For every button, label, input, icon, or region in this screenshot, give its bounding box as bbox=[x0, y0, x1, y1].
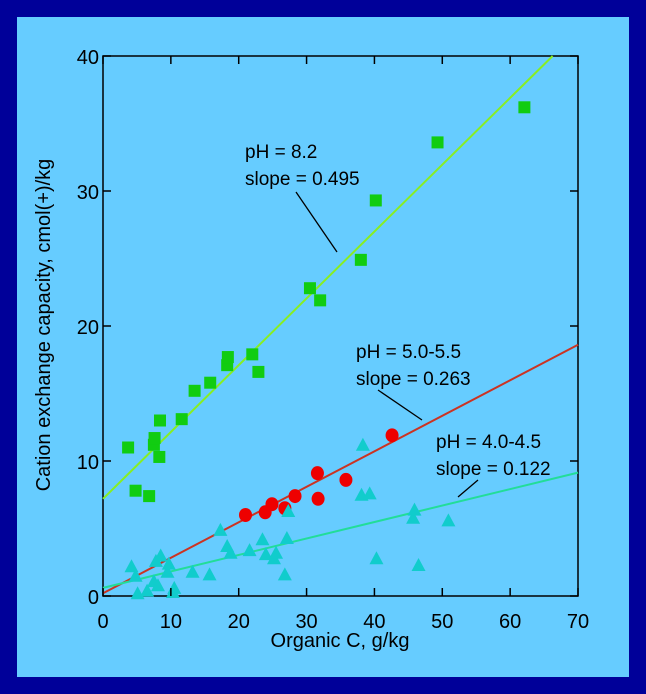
data-point-triangle bbox=[441, 513, 456, 527]
y-tick-label: 0 bbox=[88, 587, 99, 609]
data-point-triangle bbox=[153, 548, 168, 562]
data-point-square bbox=[148, 432, 161, 445]
data-point-triangle bbox=[369, 551, 384, 565]
series-annotation-line: slope = 0.495 bbox=[245, 169, 360, 190]
y-tick-label: 40 bbox=[77, 47, 99, 69]
data-point-square bbox=[204, 376, 217, 389]
x-tick-label: 10 bbox=[160, 611, 182, 633]
annotation-leader-line bbox=[457, 479, 479, 498]
data-point-triangle bbox=[258, 547, 273, 561]
data-point-square bbox=[175, 413, 188, 426]
data-point-square bbox=[221, 351, 234, 364]
data-point-triangle bbox=[281, 503, 296, 517]
series-annotation-line: slope = 0.263 bbox=[356, 369, 471, 390]
data-point-square bbox=[122, 441, 135, 454]
data-point-square bbox=[143, 490, 156, 503]
data-point-square bbox=[314, 294, 327, 307]
data-point-triangle bbox=[150, 578, 165, 592]
x-tick-label: 20 bbox=[228, 611, 250, 633]
data-point-triangle bbox=[124, 559, 139, 573]
y-tick-label: 30 bbox=[77, 182, 99, 204]
data-point-square bbox=[246, 348, 259, 361]
data-point-square bbox=[154, 414, 166, 427]
data-point-circle bbox=[288, 489, 302, 504]
data-point-triangle bbox=[128, 568, 143, 582]
y-tick-label: 20 bbox=[77, 317, 99, 339]
annotation-leader-line bbox=[295, 191, 338, 253]
data-point-triangle bbox=[185, 564, 200, 578]
series-annotation-line: pH = 4.0-4.5 bbox=[436, 432, 541, 453]
data-point-circle bbox=[239, 508, 252, 522]
data-point-square bbox=[188, 384, 201, 397]
data-point-square bbox=[431, 136, 444, 149]
data-point-square bbox=[354, 253, 367, 266]
series-annotation-line: slope = 0.122 bbox=[436, 459, 551, 480]
data-point-circle bbox=[311, 491, 325, 506]
x-tick-label: 0 bbox=[97, 611, 108, 633]
data-point-triangle bbox=[242, 543, 257, 557]
data-point-square bbox=[518, 101, 531, 114]
data-point-triangle bbox=[411, 557, 426, 571]
series-annotation-line: pH = 5.0-5.5 bbox=[356, 342, 461, 363]
data-point-triangle bbox=[255, 532, 270, 546]
x-tick-label: 30 bbox=[295, 611, 317, 633]
data-point-triangle bbox=[202, 567, 217, 581]
data-point-square bbox=[129, 484, 142, 497]
data-point-circle bbox=[265, 497, 279, 512]
data-point-triangle bbox=[160, 564, 175, 578]
fit-line-2 bbox=[102, 343, 579, 595]
data-point-square bbox=[303, 282, 316, 295]
data-point-triangle bbox=[269, 545, 284, 559]
data-point-triangle bbox=[161, 556, 176, 570]
data-point-triangle bbox=[355, 437, 370, 451]
data-point-square bbox=[153, 450, 166, 463]
data-point-triangle bbox=[140, 583, 155, 597]
data-point-triangle bbox=[407, 502, 422, 516]
x-tick-label: 40 bbox=[363, 611, 385, 633]
y-axis-label: Cation exchange capacity, cmol(+)/kg bbox=[33, 159, 55, 492]
x-tick-label: 50 bbox=[431, 611, 453, 633]
data-point-triangle bbox=[362, 486, 377, 500]
fit-line-3 bbox=[102, 471, 579, 589]
data-point-circle bbox=[385, 428, 399, 443]
data-point-triangle bbox=[406, 510, 421, 524]
plot-frame bbox=[102, 55, 579, 597]
data-point-circle bbox=[310, 466, 324, 481]
annotation-leader-line bbox=[377, 389, 423, 421]
x-tick-label: 60 bbox=[499, 611, 521, 633]
chart-panel bbox=[17, 17, 629, 677]
series-annotation-line: pH = 8.2 bbox=[245, 142, 317, 163]
y-tick-label: 10 bbox=[77, 452, 99, 474]
data-point-triangle bbox=[167, 580, 182, 594]
data-point-triangle bbox=[223, 545, 238, 559]
x-axis-label: Organic C, g/kg bbox=[271, 630, 410, 652]
data-point-circle bbox=[339, 472, 353, 487]
x-tick-label: 70 bbox=[567, 611, 589, 633]
data-point-triangle bbox=[213, 522, 228, 536]
data-point-triangle bbox=[279, 530, 294, 544]
data-point-square bbox=[369, 194, 382, 207]
data-point-triangle bbox=[277, 567, 292, 581]
data-point-square bbox=[252, 365, 265, 378]
